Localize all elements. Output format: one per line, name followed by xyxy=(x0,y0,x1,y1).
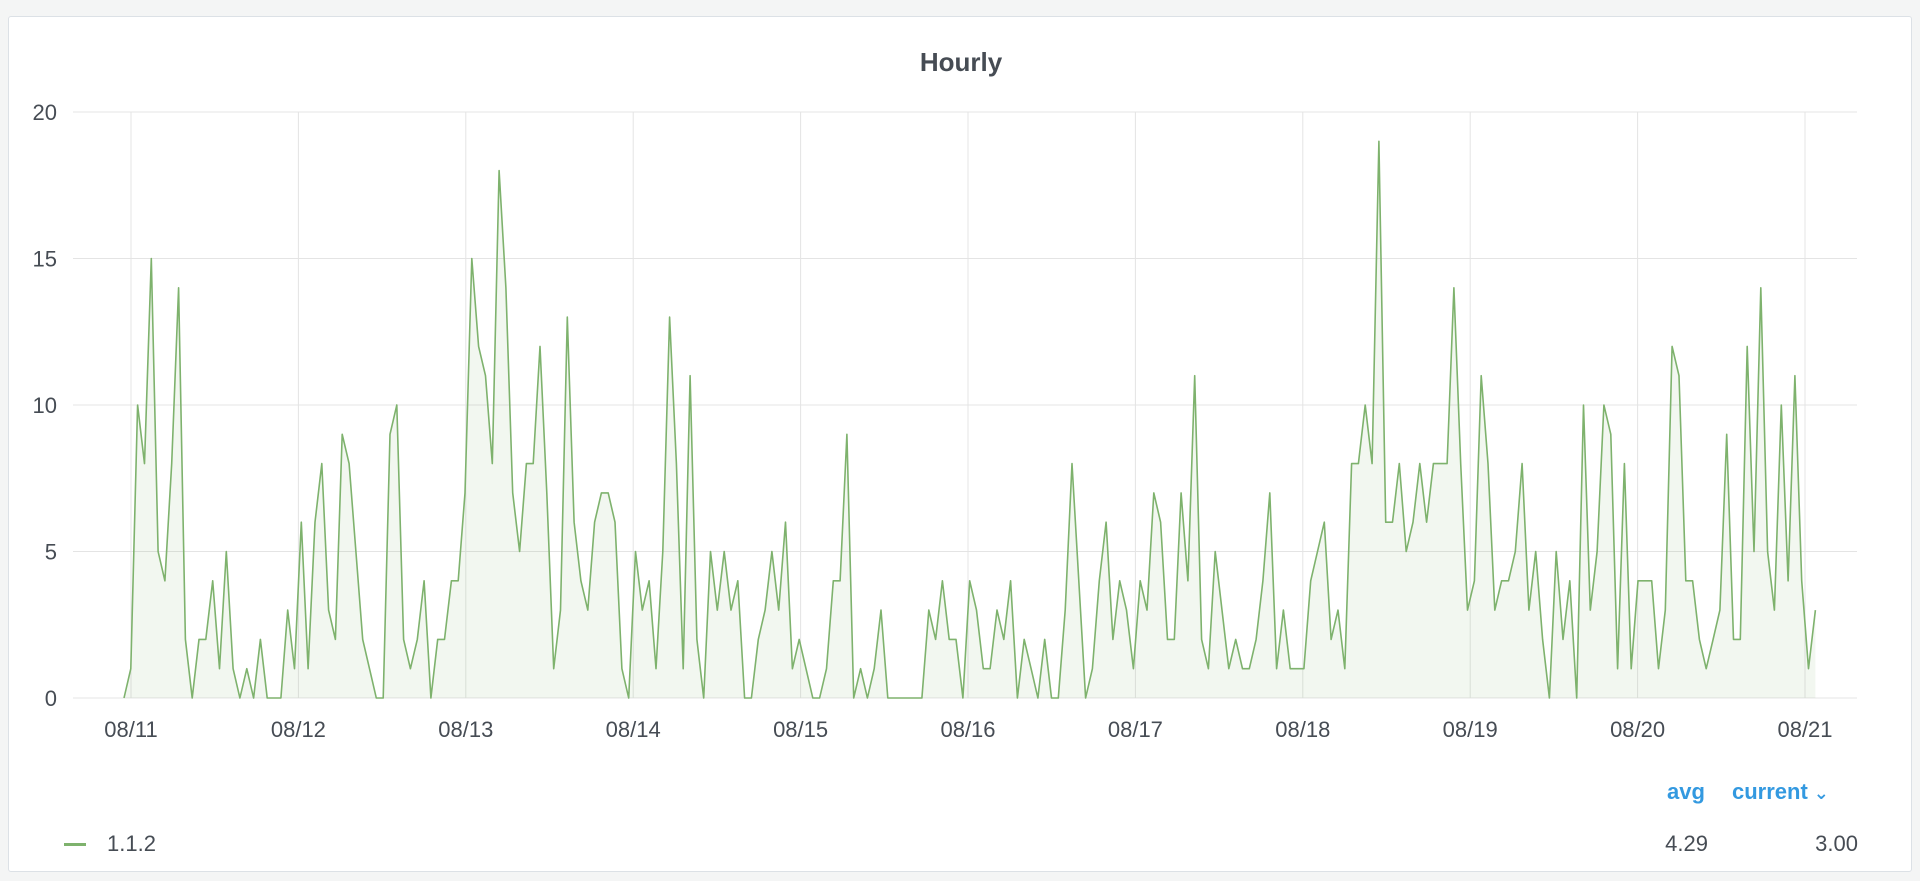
x-tick-label: 08/16 xyxy=(940,717,995,742)
x-tick-label: 08/14 xyxy=(606,717,661,742)
x-tick-label: 08/15 xyxy=(773,717,828,742)
x-tick-label: 08/18 xyxy=(1275,717,1330,742)
legend-current-header[interactable]: current ⌄ xyxy=(1732,779,1829,805)
y-tick-label: 20 xyxy=(33,100,57,125)
x-tick-label: 08/19 xyxy=(1443,717,1498,742)
legend-avg-header[interactable]: avg xyxy=(1667,779,1705,804)
chevron-down-icon: ⌄ xyxy=(1813,783,1829,803)
x-tick-label: 08/17 xyxy=(1108,717,1163,742)
y-tick-label: 0 xyxy=(45,686,57,711)
legend-series-avg: 4.29 xyxy=(1665,831,1708,856)
x-tick-label: 08/11 xyxy=(104,717,157,742)
graph-panel: Hourly 0 5 10 15 20 08/11 08/12 08/13 08/14 08/1… xyxy=(8,16,1912,872)
y-tick-label: 10 xyxy=(33,393,57,418)
y-tick-label: 15 xyxy=(33,247,57,272)
legend-row[interactable]: 1.1.2 4.29 3.00 xyxy=(9,829,1913,859)
legend-series-swatch[interactable] xyxy=(64,843,86,846)
x-axis-ticks: 08/11 08/12 08/13 08/14 08/15 08/16 08/17 08/18… xyxy=(104,717,1832,742)
legend-series-current: 3.00 xyxy=(1815,831,1858,856)
series-1-1-2 xyxy=(123,140,1817,699)
x-tick-label: 08/20 xyxy=(1610,717,1665,742)
x-tick-label: 08/13 xyxy=(438,717,493,742)
series-area xyxy=(124,141,1816,699)
x-tick-label: 08/12 xyxy=(271,717,326,742)
legend-series-name[interactable]: 1.1.2 xyxy=(107,831,156,856)
panel-title[interactable]: Hourly xyxy=(919,47,1003,77)
y-tick-label: 5 xyxy=(45,540,57,565)
x-tick-label: 08/21 xyxy=(1777,717,1832,742)
legend-current-header-label: current xyxy=(1732,779,1808,804)
y-axis-ticks: 0 5 10 15 20 xyxy=(33,100,57,711)
series-line[interactable] xyxy=(123,140,1817,699)
